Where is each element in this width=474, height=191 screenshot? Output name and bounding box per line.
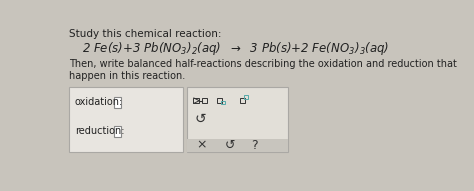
Text: ?: ?	[251, 139, 257, 152]
Text: oxidation:: oxidation:	[75, 97, 123, 107]
Text: 2 Fe(s)+3 Pb$\mathregular{(NO_3)_2}$(aq)  $\rightarrow$  3 Pb(s)+2 Fe$\mathregul: 2 Fe(s)+3 Pb$\mathregular{(NO_3)_2}$(aq)…	[82, 40, 390, 57]
Text: Study this chemical reaction:: Study this chemical reaction:	[69, 29, 221, 39]
Bar	[113, 126, 121, 137]
Text: ↺: ↺	[224, 139, 235, 152]
Text: Then, write balanced half-reactions describing the oxidation and reduction that : Then, write balanced half-reactions desc…	[69, 59, 456, 81]
Bar	[245, 95, 248, 99]
Bar	[193, 98, 199, 103]
Bar	[113, 97, 121, 108]
Text: reduction:: reduction:	[75, 126, 124, 137]
Bar	[202, 98, 207, 103]
Bar	[187, 87, 288, 151]
Bar	[240, 98, 245, 103]
Bar	[69, 87, 183, 151]
Bar	[221, 101, 225, 104]
Text: ×: ×	[196, 139, 207, 152]
Bar	[187, 139, 288, 151]
Text: ↺: ↺	[195, 112, 207, 126]
Bar	[217, 98, 222, 103]
